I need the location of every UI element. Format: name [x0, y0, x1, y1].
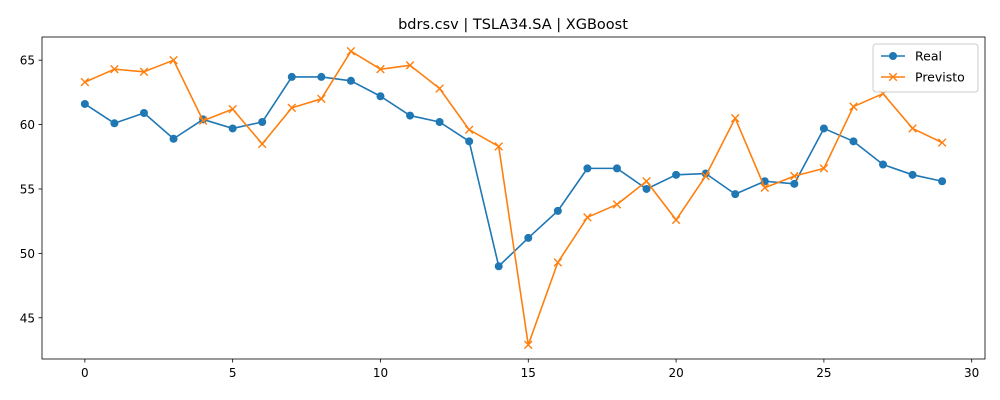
- data-point: [228, 104, 237, 114]
- data-point: [317, 72, 326, 81]
- data-point: [790, 171, 799, 181]
- data-point: [139, 67, 149, 77]
- chart-title: bdrs.csv | TSLA34.SA | XGBoost: [398, 17, 628, 33]
- data-point: [849, 102, 858, 111]
- data-point: [228, 124, 237, 133]
- data-point: [376, 64, 385, 74]
- data-point: [671, 215, 681, 225]
- data-point: [80, 99, 89, 108]
- data-point: [287, 103, 297, 113]
- legend-item-real: Real: [881, 49, 942, 64]
- series-previsto: [80, 46, 947, 350]
- y-axis: 45 50 55 60 65: [20, 54, 42, 325]
- data-point: [612, 200, 622, 209]
- data-point: [583, 164, 592, 173]
- x-tick-label: 15: [521, 366, 536, 380]
- data-point: [376, 92, 385, 101]
- data-point: [405, 61, 415, 70]
- data-point: [139, 108, 148, 117]
- data-point: [760, 183, 770, 192]
- data-point: [819, 164, 829, 173]
- data-point: [701, 171, 710, 181]
- data-point: [908, 124, 917, 133]
- data-point: [494, 142, 504, 151]
- data-point: [110, 119, 119, 128]
- data-point: [435, 118, 444, 127]
- y-tick-label: 50: [20, 247, 35, 261]
- data-point: [583, 213, 592, 222]
- data-point: [672, 170, 681, 179]
- data-point: [169, 55, 178, 65]
- legend-item-previsto: Previsto: [881, 70, 965, 85]
- data-point: [287, 72, 296, 81]
- data-point: [879, 160, 888, 169]
- data-point: [937, 138, 947, 147]
- data-point: [346, 46, 356, 56]
- series-layer: [80, 46, 947, 350]
- legend-label: Real: [915, 49, 942, 64]
- data-point: [849, 137, 858, 146]
- data-point: [317, 94, 326, 104]
- legend-marker: [888, 72, 898, 82]
- x-tick-label: 20: [668, 366, 683, 380]
- x-axis: 0 5 10 15 20 25 30: [81, 359, 979, 380]
- y-tick-label: 60: [20, 118, 35, 132]
- legend-marker: [889, 52, 897, 60]
- data-point: [938, 177, 947, 186]
- x-tick-label: 30: [964, 366, 979, 380]
- legend: Real Previsto: [872, 43, 979, 93]
- data-point: [465, 137, 474, 146]
- data-point: [790, 179, 799, 188]
- y-tick-label: 65: [20, 54, 35, 68]
- data-point: [257, 139, 267, 149]
- data-point: [553, 206, 562, 215]
- data-point: [524, 233, 533, 242]
- data-point: [819, 124, 828, 133]
- data-point: [612, 164, 621, 173]
- x-tick-label: 25: [816, 366, 831, 380]
- legend-label: Previsto: [915, 70, 965, 85]
- plot-frame: [41, 36, 986, 360]
- data-point: [198, 116, 208, 126]
- data-point: [494, 262, 503, 271]
- series-line-previsto: [84, 50, 943, 346]
- data-point: [406, 111, 415, 120]
- plot-area: [41, 36, 986, 360]
- x-tick-label: 0: [81, 366, 89, 380]
- data-point: [110, 64, 119, 74]
- data-point: [523, 340, 533, 350]
- data-point: [553, 258, 563, 267]
- data-point: [346, 76, 355, 85]
- y-tick-label: 55: [20, 182, 35, 196]
- data-point: [908, 170, 917, 179]
- data-point: [642, 176, 651, 186]
- data-point: [169, 134, 178, 143]
- data-point: [731, 190, 740, 199]
- data-point: [435, 84, 444, 93]
- data-point: [642, 184, 651, 193]
- data-point: [464, 125, 474, 135]
- data-point: [80, 77, 90, 87]
- x-tick-label: 5: [229, 366, 237, 380]
- y-tick-label: 45: [20, 311, 35, 325]
- data-point: [258, 118, 267, 127]
- data-point: [730, 113, 740, 123]
- x-tick-label: 10: [373, 366, 388, 380]
